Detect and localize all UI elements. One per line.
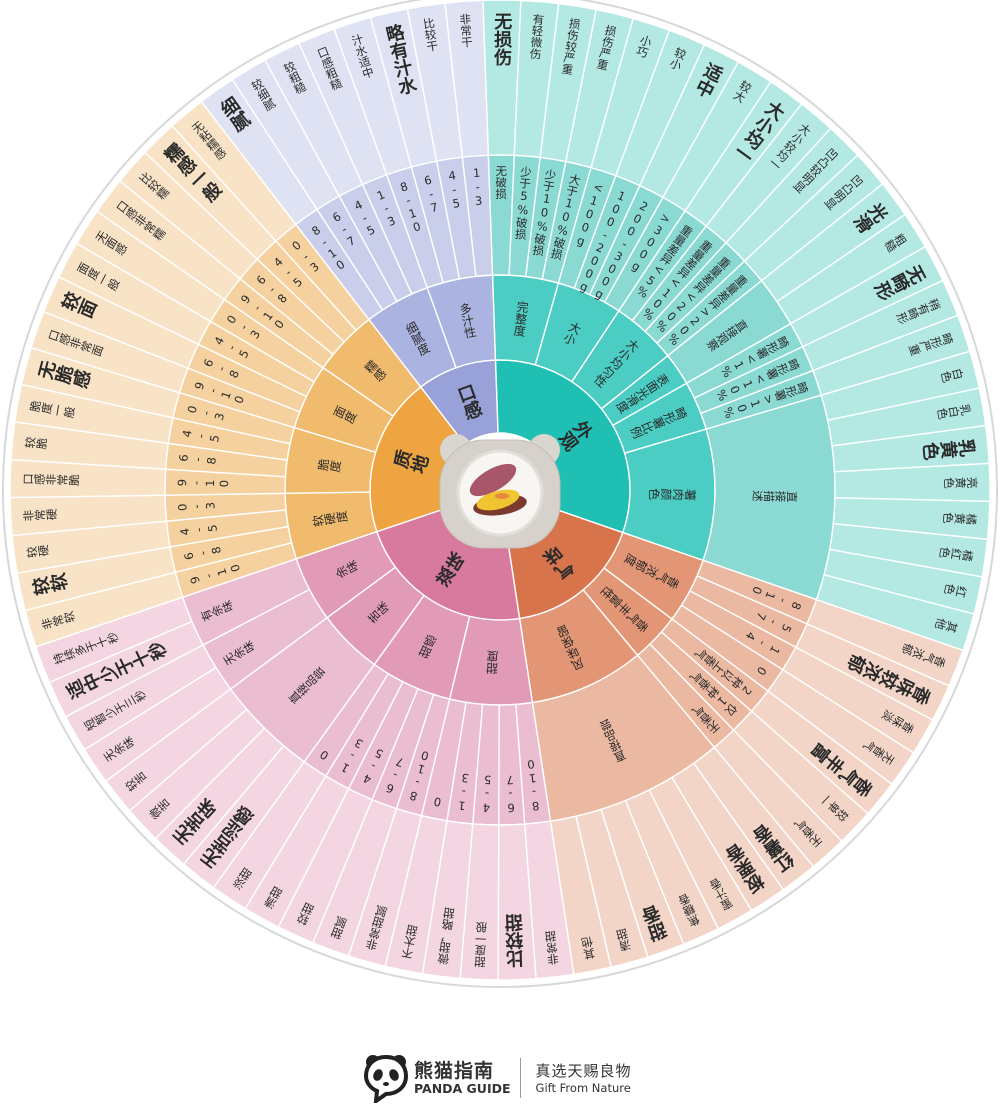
level-label: 9-10 xyxy=(175,475,231,490)
level-label: 0 xyxy=(315,745,334,764)
level-label: 0 xyxy=(752,661,771,680)
descriptor-label: 其他 xyxy=(933,615,959,635)
descriptor-label: 清甜 xyxy=(614,927,634,953)
wheel-sectors xyxy=(9,0,991,981)
level-label: 6-8 xyxy=(176,450,219,468)
descriptor-label: 非常干 xyxy=(458,13,475,49)
center-plate xyxy=(439,434,561,549)
descriptor-label: 亮黄色 xyxy=(943,476,979,491)
level-label: 6-7 xyxy=(503,773,518,815)
slogan-cn: 真选天赐良物 xyxy=(535,1061,632,1080)
level-label: 0-3 xyxy=(175,498,218,514)
descriptor-label: 较脆 xyxy=(23,435,48,451)
descriptor-label: 小巧 xyxy=(634,33,654,59)
descriptor-label: 橘红色 xyxy=(938,545,975,564)
descriptor-label: 红色 xyxy=(943,581,968,600)
level-label: 4-5 xyxy=(444,168,464,212)
aspect-label: 完整度 xyxy=(512,299,530,338)
brand-name-cn: 熊猫指南 xyxy=(414,1059,495,1082)
descriptor-label: 乳白色 xyxy=(936,402,972,422)
descriptor-label: 较硬 xyxy=(24,543,50,560)
level-label: 无破损 xyxy=(494,165,508,200)
level-label: 0 xyxy=(429,794,445,810)
level-label: 1-3 xyxy=(469,165,486,208)
descriptor-label: 非常甜 xyxy=(543,930,561,966)
descriptor-label-highlighted: 乳黄色 xyxy=(921,435,977,461)
aspect-label: 软硬度 xyxy=(311,509,349,529)
descriptor-label: 不太甜 xyxy=(399,923,420,960)
descriptor-sector xyxy=(444,0,490,158)
descriptor-label: 其他 xyxy=(579,935,597,960)
level-label: 1-3 xyxy=(454,770,473,813)
level-label: 直接描述 xyxy=(752,489,799,504)
aspect-label: 多汁性 xyxy=(457,301,478,340)
panda-logo-icon xyxy=(364,1054,408,1103)
footer-logo: 熊猫指南 PANDA GUIDE 真选天赐良物 Gift From Nature xyxy=(364,1050,632,1106)
level-label: 8-10 xyxy=(523,757,543,814)
descriptor-label: 微甜，略甜 xyxy=(436,907,457,967)
descriptor-label-highlighted: 比较甜 xyxy=(504,913,527,968)
level-label: 4-5 xyxy=(177,520,220,539)
descriptor-label-highlighted: 无损伤 xyxy=(491,12,513,67)
aspect-label: 薯肉颜色 xyxy=(648,486,697,501)
brand-name-en: PANDA GUIDE xyxy=(414,1080,511,1096)
descriptor-label: 白色 xyxy=(939,366,966,385)
level-label: 少于5%破损 xyxy=(513,166,533,242)
aspect-label: 脆度 xyxy=(315,457,342,474)
descriptor-label: 甜度一般 xyxy=(473,921,489,968)
descriptor-label: 比较干 xyxy=(421,16,440,53)
aspect-label: 甜度 xyxy=(485,650,500,675)
descriptor-label: 有轻微伤 xyxy=(528,12,546,60)
descriptor-label: 橘黄色 xyxy=(942,511,978,527)
slogan-en: Gift From Nature xyxy=(535,1080,631,1095)
sweet-potato-icon xyxy=(469,463,527,516)
descriptor-label: 非常硬 xyxy=(22,507,58,523)
footer-divider xyxy=(519,1058,521,1098)
level-label: 4-5 xyxy=(479,772,495,815)
descriptor-label: 口感非常脆 xyxy=(22,472,80,487)
